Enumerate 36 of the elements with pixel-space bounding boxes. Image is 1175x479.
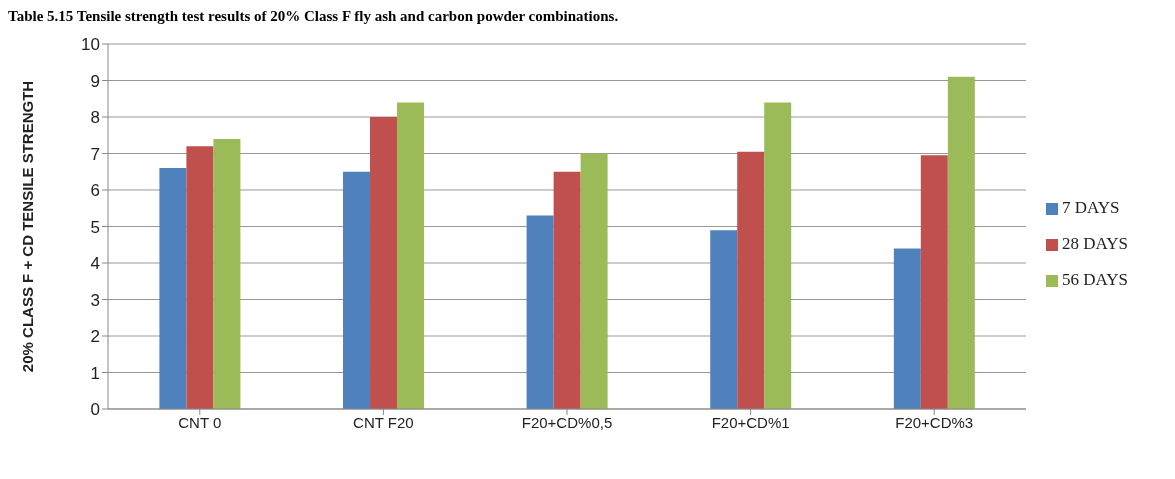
chart-title: Table 5.15 Tensile strength test results of 20% Class F fly ash and carbon powder combinations.: [8, 8, 620, 25]
y-tick-label: 1: [90, 363, 100, 383]
x-tick-label: CNT F20: [353, 413, 414, 431]
y-tick-label: 7: [90, 144, 100, 164]
y-tick-label: 8: [90, 108, 100, 128]
x-tick-label: F20+CD%3: [895, 413, 974, 431]
bar: [397, 102, 425, 409]
bar: [370, 117, 398, 409]
y-tick-label: 10: [81, 35, 100, 55]
bar: [920, 155, 948, 409]
bar: [343, 171, 371, 409]
y-tick-label: 9: [90, 71, 100, 91]
legend-label: 56 DAYS: [1062, 270, 1128, 289]
y-tick-label: 6: [90, 181, 100, 201]
bar: [580, 153, 608, 409]
bar: [553, 171, 581, 409]
y-tick-label: 4: [90, 254, 100, 274]
bar: [159, 168, 187, 409]
bar: [186, 146, 214, 409]
bar: [526, 215, 554, 409]
bar: [764, 102, 792, 409]
bar: [213, 138, 241, 409]
legend-label: 28 DAYS: [1062, 234, 1128, 253]
bar: [893, 248, 921, 409]
x-tick-label: F20+CD%0,5: [521, 413, 613, 431]
y-tick-label: 3: [90, 290, 100, 310]
y-tick-label: 0: [90, 400, 100, 420]
bar: [737, 151, 765, 409]
y-axis-title: 20% CLASS F + CD TENSILE STRENGTH: [19, 80, 37, 373]
x-tick-label: CNT 0: [178, 413, 222, 431]
y-tick-label: 5: [90, 217, 100, 237]
bar: [947, 76, 975, 409]
bar: [710, 230, 738, 409]
legend-label: 7 DAYS: [1062, 198, 1120, 217]
y-tick-label: 2: [90, 327, 100, 347]
x-tick-label: F20+CD%1: [711, 413, 790, 431]
